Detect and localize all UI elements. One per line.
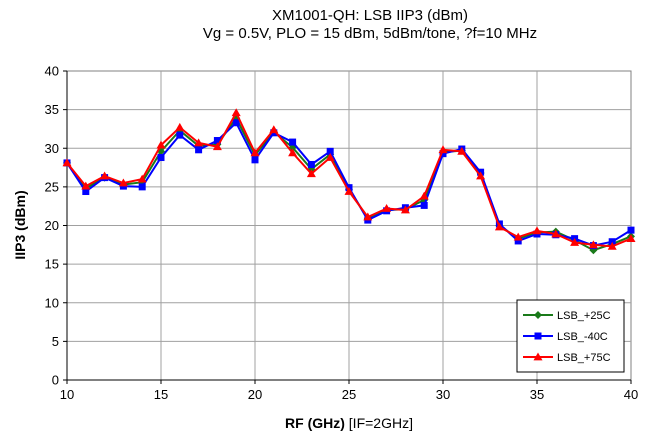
y-tick-label: 10 [45,295,59,310]
chart-subtitle: Vg = 0.5V, PLO = 15 dBm, 5dBm/tone, ?f=1… [203,25,537,42]
data-point [308,161,315,168]
y-tick-label: 15 [45,257,59,272]
x-tick-label: 25 [342,387,356,402]
y-tick-label: 25 [45,179,59,194]
legend: LSB_+25C LSB_-40C LSB_+75C [517,300,624,372]
data-point [252,156,259,163]
x-tick-label: 40 [624,387,638,402]
data-point [176,132,183,139]
x-tick-label: 10 [60,387,74,402]
legend-label: LSB_+75C [557,352,611,364]
x-axis-label-sub: [IF=2GHz] [345,415,413,431]
y-tick-label: 30 [45,141,59,156]
y-tick-label: 5 [52,334,59,349]
x-tick-label: 20 [248,387,262,402]
y-tick-label: 0 [52,373,59,388]
data-point [158,154,165,161]
y-tick-label: 20 [45,218,59,233]
legend-label: LSB_-40C [557,331,608,343]
y-axis-label: IIP3 (dBm) [12,190,28,259]
legend-swatch-marker [535,333,542,340]
x-axis-label: RF (GHz) [IF=2GHz] [285,415,413,431]
x-tick-label: 15 [154,387,168,402]
x-tick-label: 35 [530,387,544,402]
data-point [628,227,635,234]
legend-label: LSB_+25C [557,310,611,322]
y-tick-label: 35 [45,102,59,117]
y-tick-label: 40 [45,64,59,79]
data-point [421,202,428,209]
data-point [195,146,202,153]
x-tick-label: 30 [436,387,450,402]
data-point [289,139,296,146]
data-point [139,183,146,190]
chart-title: XM1001-QH: LSB IIP3 (dBm) [272,7,468,24]
x-axis-label-main: RF (GHz) [285,415,345,431]
